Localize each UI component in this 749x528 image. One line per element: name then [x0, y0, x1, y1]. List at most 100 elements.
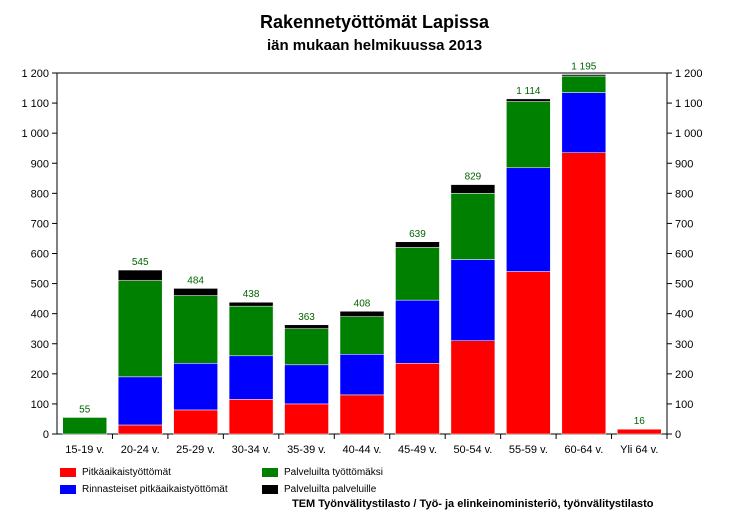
legend-swatch	[60, 485, 76, 494]
legend-item-palveluilta-palveluille: Palveluilta palveluille	[262, 484, 376, 495]
y-tick-label-right: 200	[675, 369, 693, 381]
bar-segment	[450, 184, 496, 194]
y-tick-label-right: 300	[675, 339, 693, 351]
legend-item-rinnasteiset: Rinnasteiset pitkäaikaistyöttömät	[60, 484, 228, 495]
bar-segment	[339, 316, 385, 355]
bar-segment	[450, 259, 496, 341]
bar-segment	[506, 271, 551, 435]
bar-total-label: 484	[187, 275, 204, 286]
legend-label: Pitkäaikaistyöttömät	[82, 467, 171, 478]
bar-segment	[506, 167, 551, 272]
bar-segment	[173, 409, 218, 435]
bar-segment	[395, 363, 440, 435]
x-tick-label: 50-54 v.	[453, 444, 492, 456]
chart-labels: 0 0 100 100 200 200 300 300 400 400 500 500 600 600 70…	[21, 62, 702, 456]
bar-total-label: 408	[354, 298, 371, 309]
bar-segment	[117, 269, 163, 281]
y-tick-label-left: 800	[31, 188, 49, 200]
y-tick-label-right: 1 100	[675, 98, 703, 110]
bar-segment	[339, 394, 385, 435]
y-tick-label-right: 400	[675, 309, 693, 321]
y-tick-label-right: 600	[675, 249, 693, 261]
y-tick-label-right: 100	[675, 399, 693, 411]
bar-segment	[339, 354, 385, 396]
x-tick-label: 55-59 v.	[509, 444, 548, 456]
bar-segment	[284, 328, 329, 366]
chart-title: Rakennetyöttömät Lapissa	[259, 12, 490, 32]
y-tick-label-left: 1 000	[21, 128, 49, 140]
bar-total-label: 438	[243, 289, 260, 300]
bar-segment	[228, 305, 274, 357]
bar-total-label: 363	[298, 312, 315, 323]
bar-segment	[561, 152, 607, 435]
x-tick-label: 35-39 v.	[287, 444, 326, 456]
bar-segment	[117, 376, 163, 426]
x-tick-label: 20-24 v.	[121, 444, 160, 456]
y-tick-label-right: 1 000	[675, 128, 703, 140]
bar-segment	[395, 247, 440, 301]
chart-subtitle: iän mukaan helmikuussa 2013	[266, 37, 483, 54]
y-tick-label-left: 100	[31, 399, 49, 411]
bar-segment	[339, 311, 385, 317]
y-tick-label-left: 0	[43, 429, 49, 441]
y-tick-label-left: 300	[31, 339, 49, 351]
bar-segment	[228, 355, 274, 400]
bar-segment	[173, 288, 218, 296]
y-tick-label-left: 500	[31, 279, 49, 291]
y-tick-label-left: 700	[31, 218, 49, 230]
bar-segment	[395, 299, 440, 364]
chart-bars	[62, 74, 662, 435]
y-tick-label-left: 600	[31, 249, 49, 261]
x-tick-label: 15-19 v.	[65, 444, 104, 456]
bar-segment	[173, 363, 218, 411]
bar-segment	[284, 324, 329, 329]
bar-segment	[561, 75, 607, 93]
x-tick-label: 45-49 v.	[398, 444, 437, 456]
x-tick-label: 25-29 v.	[176, 444, 215, 456]
bar-segment	[617, 428, 662, 435]
bar-segment	[62, 417, 107, 435]
bar-segment	[228, 301, 274, 307]
bar-total-label: 829	[465, 172, 482, 183]
bar-total-label: 639	[409, 229, 426, 240]
y-tick-label-right: 800	[675, 188, 693, 200]
bar-segment	[395, 241, 440, 248]
y-tick-label-left: 200	[31, 369, 49, 381]
bar-segment	[173, 295, 218, 364]
bar-segment	[450, 340, 496, 435]
bar-total-label: 1 114	[516, 86, 541, 97]
bar-segment	[450, 193, 496, 260]
legend-label: Palveluilta palveluille	[284, 484, 377, 495]
bar-segment	[506, 98, 551, 102]
stacked-bar-chart: 0 0 100 100 200 200 300 300 400 400 500 500 600 600 70…	[21, 62, 702, 456]
legend-swatch	[262, 485, 278, 494]
bar-segment	[561, 92, 607, 153]
legend-swatch	[60, 468, 76, 477]
y-tick-label-right: 500	[675, 279, 693, 291]
legend-label: Rinnasteiset pitkäaikaistyöttömät	[82, 484, 228, 495]
legend-label: Palveluilta työttömäksi	[284, 467, 383, 478]
bar-segment	[561, 74, 607, 77]
y-tick-label-right: 900	[675, 158, 693, 170]
x-tick-label: 30-34 v.	[232, 444, 271, 456]
bar-segment	[117, 280, 163, 378]
bar-segment	[284, 403, 329, 435]
y-tick-label-left: 900	[31, 158, 49, 170]
source-note: TEM Työnvälitystilasto / Työ- ja elinkei…	[292, 498, 654, 510]
x-tick-label: 40-44 v.	[343, 444, 382, 456]
y-tick-label-left: 400	[31, 309, 49, 321]
bar-total-label: 1 195	[571, 62, 596, 73]
y-tick-label-left: 1 100	[21, 98, 49, 110]
x-tick-label: Yli 64 v.	[620, 444, 658, 456]
y-tick-label-right: 700	[675, 218, 693, 230]
bar-total-label: 16	[634, 416, 646, 427]
x-tick-label: 60-64 v.	[564, 444, 603, 456]
bar-segment	[506, 101, 551, 169]
chart-legend: Pitkäaikaistyöttömät Rinnasteiset pitkäa…	[60, 467, 480, 503]
y-tick-label-right: 1 200	[675, 68, 703, 80]
legend-item-pitkaaikais: Pitkäaikaistyöttömät	[60, 467, 171, 478]
bar-segment	[117, 424, 163, 435]
y-tick-label-right: 0	[675, 429, 681, 441]
bar-segment	[228, 399, 274, 435]
bar-segment	[284, 364, 329, 405]
